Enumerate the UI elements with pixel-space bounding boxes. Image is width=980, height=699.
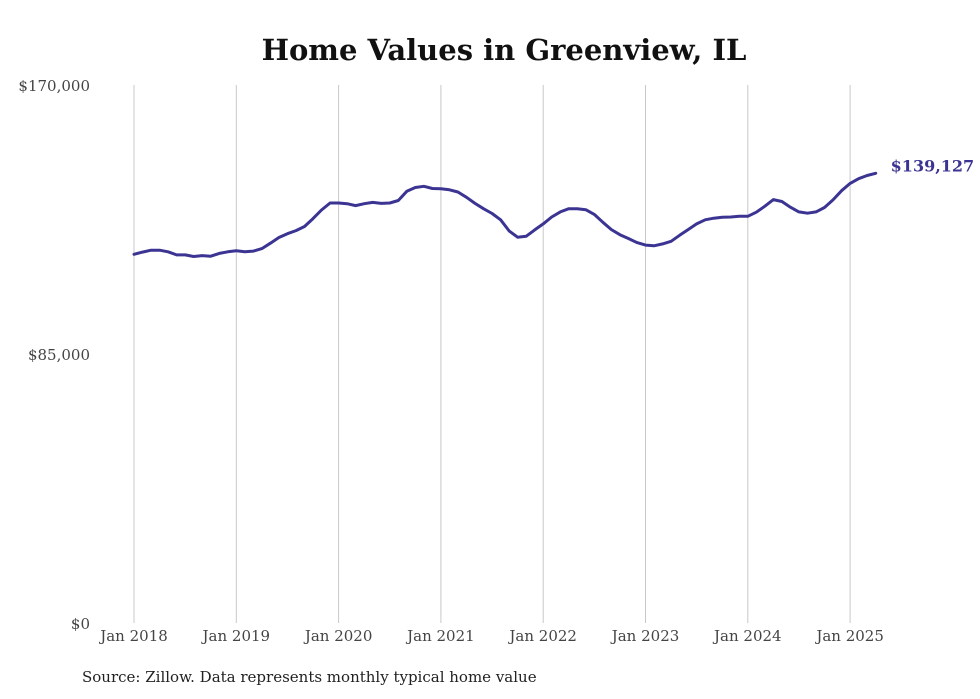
series-line xyxy=(132,171,878,258)
x-tick-label: Jan 2023 xyxy=(610,627,680,645)
y-tick-label: $85,000 xyxy=(28,346,90,364)
y-tick-label: $170,000 xyxy=(18,77,90,95)
x-tick-label: Jan 2019 xyxy=(201,627,271,645)
x-tick-label: Jan 2024 xyxy=(712,627,782,645)
x-tick-label: Jan 2018 xyxy=(98,627,168,645)
y-tick-label: $0 xyxy=(71,615,90,633)
y-axis-ticks: $0 $85,000 $170,000 xyxy=(18,77,90,633)
x-tick-label: Jan 2025 xyxy=(814,627,884,645)
x-tick-label: Jan 2021 xyxy=(405,627,475,645)
end-value-label: $139,127 xyxy=(891,156,975,175)
x-tick-label: Jan 2020 xyxy=(303,627,373,645)
x-axis-ticks: Jan 2018 Jan 2019 Jan 2020 Jan 2021 Jan 2022… xyxy=(98,627,884,645)
x-tick-label: Jan 2022 xyxy=(507,627,577,645)
source-note: Source: Zillow. Data represents monthly … xyxy=(82,668,537,686)
chart-title: Home Values in Greenview, IL xyxy=(262,33,747,67)
grid-lines xyxy=(133,85,851,623)
